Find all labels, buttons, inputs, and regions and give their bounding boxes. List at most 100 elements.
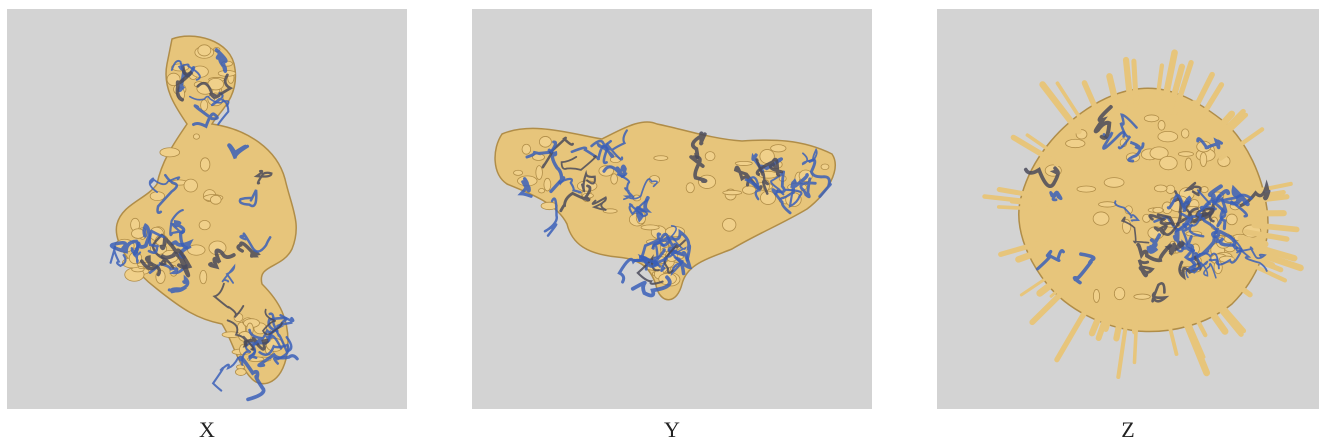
ribbon: [547, 148, 566, 194]
ribbon: [1136, 242, 1173, 263]
ribbon: [1208, 234, 1243, 266]
ribbon: [630, 275, 672, 298]
ribbon: [188, 95, 230, 107]
density-spike: [1019, 265, 1065, 297]
density-blob: [734, 160, 753, 166]
ribbon: [808, 158, 832, 198]
density-spike: [1161, 49, 1178, 106]
density-blob: [1157, 131, 1179, 143]
density-blob: [1076, 185, 1096, 193]
density-spike: [996, 187, 1047, 200]
ribbon: [581, 169, 596, 193]
ribbon: [1148, 213, 1175, 227]
density-spike: [1131, 308, 1140, 335]
density-blob: [197, 44, 212, 57]
density-spike: [998, 239, 1048, 257]
ribbon: [1151, 282, 1170, 303]
density-blob: [183, 178, 198, 193]
ribbon: [214, 48, 228, 73]
ribbon: [261, 308, 283, 336]
ribbon: [1195, 207, 1215, 223]
ribbon: [638, 232, 662, 267]
density-blob: [1157, 120, 1166, 131]
ribbon: [1093, 105, 1113, 140]
density-blob: [742, 185, 757, 195]
density-spike: [1055, 81, 1092, 136]
density-spike: [1009, 199, 1049, 207]
density-spike: [1213, 296, 1247, 334]
ribbon: [1185, 262, 1217, 279]
density-spike: [1218, 127, 1265, 161]
ribbon: [1146, 233, 1162, 254]
density-spike: [1015, 247, 1045, 263]
ribbon: [602, 164, 627, 178]
density-blob: [1181, 128, 1190, 139]
density-spike: [1238, 257, 1288, 283]
density-blob: [1065, 138, 1086, 149]
ribbon: [622, 178, 658, 201]
density-blob: [538, 188, 546, 194]
density-spike: [1181, 315, 1211, 377]
ribbon: [196, 73, 234, 101]
ribbon: [210, 92, 230, 126]
ribbon: [690, 131, 707, 160]
ribbon: [226, 319, 255, 351]
density-spike: [1244, 246, 1304, 272]
ribbon: [525, 140, 558, 159]
ribbon: [130, 243, 142, 264]
ribbon: [1166, 193, 1192, 213]
ribbon: [660, 228, 692, 262]
density-map: [494, 121, 836, 301]
density-spike: [1251, 222, 1300, 233]
density-blob: [1113, 287, 1126, 301]
density-blob: [704, 151, 716, 162]
density-spike: [1205, 110, 1236, 143]
density-blob: [640, 224, 660, 231]
density-spike: [1198, 82, 1225, 121]
density-blob: [1152, 206, 1164, 214]
ribbon: [1127, 141, 1145, 163]
ribbon: [148, 176, 181, 194]
panel-z: [937, 9, 1319, 409]
density-spike: [1206, 293, 1244, 337]
ribbon: [755, 158, 770, 195]
ribbon: [1207, 184, 1231, 206]
ribbon: [1174, 189, 1212, 233]
ribbon: [1114, 200, 1140, 222]
density-spike: [1088, 311, 1103, 337]
density-blob: [193, 133, 200, 140]
ribbon: [560, 155, 597, 171]
ribbon: [517, 177, 533, 198]
ribbon: [156, 173, 179, 215]
density-spike: [1080, 299, 1094, 319]
ribbon: [636, 254, 664, 285]
ribbon: [1172, 227, 1195, 253]
density-blob: [199, 157, 211, 172]
density-blob: [1149, 146, 1169, 160]
ribbon: [635, 196, 653, 223]
panel-label: X: [199, 417, 215, 442]
density-spike: [1215, 108, 1246, 140]
ribbon: [650, 235, 670, 268]
density-blob: [1133, 293, 1151, 300]
ribbon: [268, 312, 293, 353]
density-blob: [653, 155, 669, 161]
ribbon: [1036, 249, 1065, 271]
ribbon: [148, 262, 188, 275]
density-blob: [535, 165, 543, 180]
ribbon: [1153, 222, 1180, 236]
density-spike: [1218, 112, 1249, 142]
density-blob: [149, 191, 166, 202]
density-blob: [610, 173, 618, 185]
ribbon: [175, 65, 194, 102]
density-spike: [1113, 306, 1126, 342]
ribbon: [570, 144, 609, 165]
density-blob: [1153, 184, 1168, 193]
ribbon: [221, 263, 236, 284]
ribbon: [169, 208, 185, 237]
ribbon: [169, 219, 189, 250]
panel-label: Z: [1121, 417, 1134, 442]
ribbon: [258, 343, 290, 365]
ribbon: [253, 169, 273, 185]
ribbon: [159, 234, 193, 270]
